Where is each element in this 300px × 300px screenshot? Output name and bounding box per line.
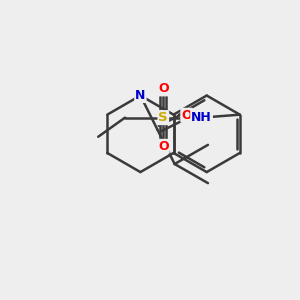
Text: O: O	[158, 82, 169, 95]
Text: NH: NH	[191, 111, 212, 124]
Text: O: O	[158, 140, 169, 153]
Text: O: O	[181, 109, 192, 122]
Text: S: S	[158, 111, 168, 124]
Text: N: N	[135, 89, 146, 102]
